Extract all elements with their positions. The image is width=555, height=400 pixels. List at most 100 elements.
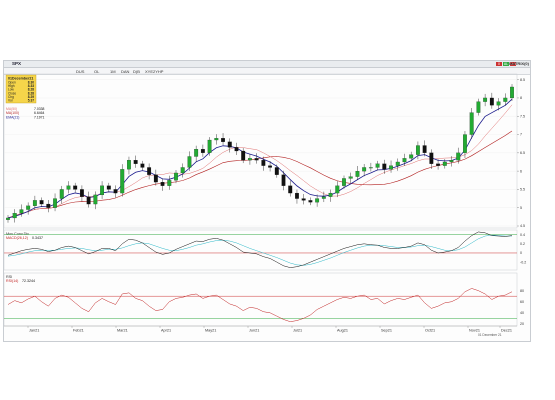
x-tick-label: Oct21 xyxy=(425,329,435,333)
price-tick-label: 5.5 xyxy=(520,188,525,192)
chart-annotations: 01 December 21 xyxy=(478,333,502,337)
rsi-axis: 80 60 40 20 xyxy=(520,289,524,326)
rsi-tick-label: 20 xyxy=(520,322,524,326)
candle-up xyxy=(469,112,474,135)
candle-down xyxy=(422,145,427,153)
candle-down xyxy=(86,196,91,205)
macd-tick-label: 0.4 xyxy=(520,233,525,237)
candle-up xyxy=(368,167,373,169)
x-tick-label: Apr21 xyxy=(161,329,171,333)
price-panel xyxy=(3,73,518,229)
candle-up xyxy=(409,154,414,159)
moving-average-lines xyxy=(7,98,513,219)
info-value: 8.29 xyxy=(28,95,34,99)
info-value: 5.37 xyxy=(28,99,34,103)
ohlc-info-box: 01December21 Open 8.30 High 8.33 Low 8.28 Clos… xyxy=(5,74,37,104)
candle-up xyxy=(174,172,178,181)
price-tick-label: 8.5 xyxy=(520,78,525,82)
info-value: 8.30 xyxy=(28,81,34,85)
time-axis: Jan21 Feb21 Mar21 Apr21 May21 Jun21 Jul21 Aug21… xyxy=(27,326,512,333)
candle-up xyxy=(247,158,252,161)
x-tick-label: Sep21 xyxy=(381,329,392,333)
candle-down xyxy=(241,150,246,161)
candle-up xyxy=(342,178,346,186)
candle-up xyxy=(389,165,393,170)
price-gridlines xyxy=(4,79,517,227)
toolbar-item-4[interactable]: DAN xyxy=(121,69,130,74)
candle-up xyxy=(335,185,340,194)
candle-up xyxy=(194,149,199,157)
toolbar-item-5[interactable]: D(B xyxy=(133,69,140,74)
ma-mid-line xyxy=(7,104,513,219)
chart-toolbar: DUS OL 1M DAN D(B XYE2YHP xyxy=(4,68,530,75)
candle-down xyxy=(147,167,152,175)
price-tick-label: 7.5 xyxy=(520,114,525,118)
candle-down xyxy=(254,158,259,161)
macd-axis: 0.4 0.2 0 -0.2 xyxy=(520,233,526,264)
macd-legend-value: 0.3437 xyxy=(32,236,43,240)
oat-button[interactable]: OAT xyxy=(510,62,517,66)
rsi-tick-label: 40 xyxy=(520,311,524,315)
info-label: Chg xyxy=(8,95,14,99)
macd-line xyxy=(7,231,513,268)
candle-down xyxy=(133,160,138,164)
toolbar-item-3[interactable]: 1M xyxy=(110,69,116,74)
info-value: 8.33 xyxy=(28,84,34,88)
info-value: 8.28 xyxy=(28,91,34,95)
candle-up xyxy=(93,194,98,205)
candle-down xyxy=(489,97,494,106)
macd-tick-label: -0.2 xyxy=(520,260,526,264)
macd-tick-label: 0 xyxy=(520,251,522,255)
candle-up xyxy=(59,189,64,199)
close-window-button[interactable]: X xyxy=(496,62,502,66)
x-tick-label: Jun21 xyxy=(249,329,259,333)
candle-down xyxy=(301,198,306,201)
candle-up xyxy=(214,138,219,141)
candle-up xyxy=(66,185,71,190)
price-tick-label: 7 xyxy=(520,133,522,137)
price-tick-label: 8 xyxy=(520,96,522,100)
price-axis: 4.5 5 5.5 6 6.5 7 7.5 8 8.5 xyxy=(517,78,525,228)
info-label: High xyxy=(8,84,15,88)
macd-lines xyxy=(7,231,513,268)
candlesticks xyxy=(6,84,514,223)
candle-down xyxy=(221,138,225,142)
toolbar-item-1[interactable]: DUS xyxy=(76,69,85,74)
info-label: Close xyxy=(8,91,16,95)
alert-button[interactable]: AL xyxy=(503,62,509,66)
candle-up xyxy=(19,209,24,214)
rsi-line xyxy=(7,288,513,322)
candle-up xyxy=(456,152,461,161)
candle-up xyxy=(315,198,320,203)
rsi-tick-label: 80 xyxy=(520,289,524,293)
candle-up xyxy=(496,101,501,106)
candle-up xyxy=(120,169,125,194)
rsi-panel xyxy=(3,272,518,327)
x-tick-label: Feb21 xyxy=(73,329,84,333)
candle-up xyxy=(167,180,172,186)
x-tick-label: Dec21 xyxy=(501,329,512,333)
candle-down xyxy=(268,165,273,168)
price-legend-label: MA(100) xyxy=(6,111,19,115)
candle-down xyxy=(308,200,313,203)
macd-panel xyxy=(3,229,518,271)
macd-reference-lines xyxy=(4,234,517,254)
info-label: Vol xyxy=(8,99,13,103)
x-tick-label: Nov21 xyxy=(469,329,480,333)
candle-down xyxy=(261,160,266,166)
rsi-legend-value: 72.3244 xyxy=(22,279,35,283)
rsi-tick-label: 60 xyxy=(520,300,524,304)
window-title-bar: SPX X AL OAT MATRIX(0) xyxy=(4,61,530,68)
toolbar-item-6[interactable]: XYE2YHP xyxy=(145,69,164,74)
info-label: Open xyxy=(8,81,16,85)
candle-down xyxy=(429,152,434,164)
candle-up xyxy=(187,156,192,168)
price-legend: MA(50) 7.0338 MA(100) 6.6464 EMA(21) 7.1971 xyxy=(6,107,44,119)
macd-tick-label: 0.2 xyxy=(520,242,525,246)
candle-down xyxy=(436,163,441,166)
toolbar-item-2[interactable]: OL xyxy=(94,69,100,74)
candle-up xyxy=(442,161,447,166)
date-annotation: 01 December 21 xyxy=(478,333,502,337)
candle-up xyxy=(207,139,212,153)
candle-up xyxy=(415,145,420,155)
